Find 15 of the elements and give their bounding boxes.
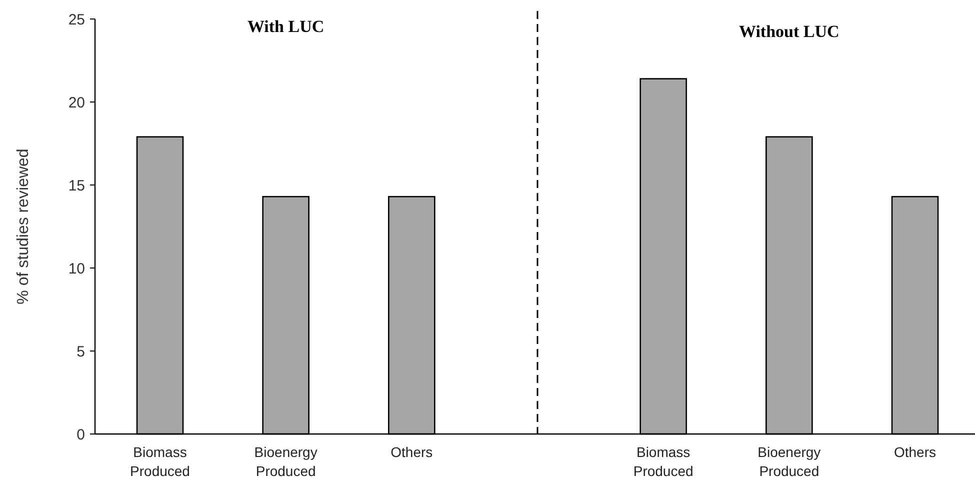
x-tick-label: Bioenergy Produced bbox=[758, 444, 821, 479]
y-axis-title: % of studies reviewed bbox=[15, 148, 32, 304]
annotation: Without LUC bbox=[739, 22, 840, 41]
x-tick-label: Bioenergy Produced bbox=[254, 444, 318, 479]
y-tick-label: 15 bbox=[68, 177, 85, 194]
y-tick-label: 5 bbox=[76, 343, 85, 360]
x-tick-label: Biomass Produced bbox=[633, 444, 694, 479]
x-tick-label: Others bbox=[894, 444, 936, 460]
y-tick-label: 0 bbox=[76, 426, 85, 444]
y-tick-label: 20 bbox=[68, 94, 85, 112]
x-tick-label: Others bbox=[390, 444, 433, 460]
y-tick-label: 25 bbox=[68, 11, 85, 28]
x-tick-label: Biomass Produced bbox=[130, 444, 190, 479]
y-tick-label: 10 bbox=[68, 260, 85, 278]
annotation: With LUC bbox=[247, 17, 324, 36]
